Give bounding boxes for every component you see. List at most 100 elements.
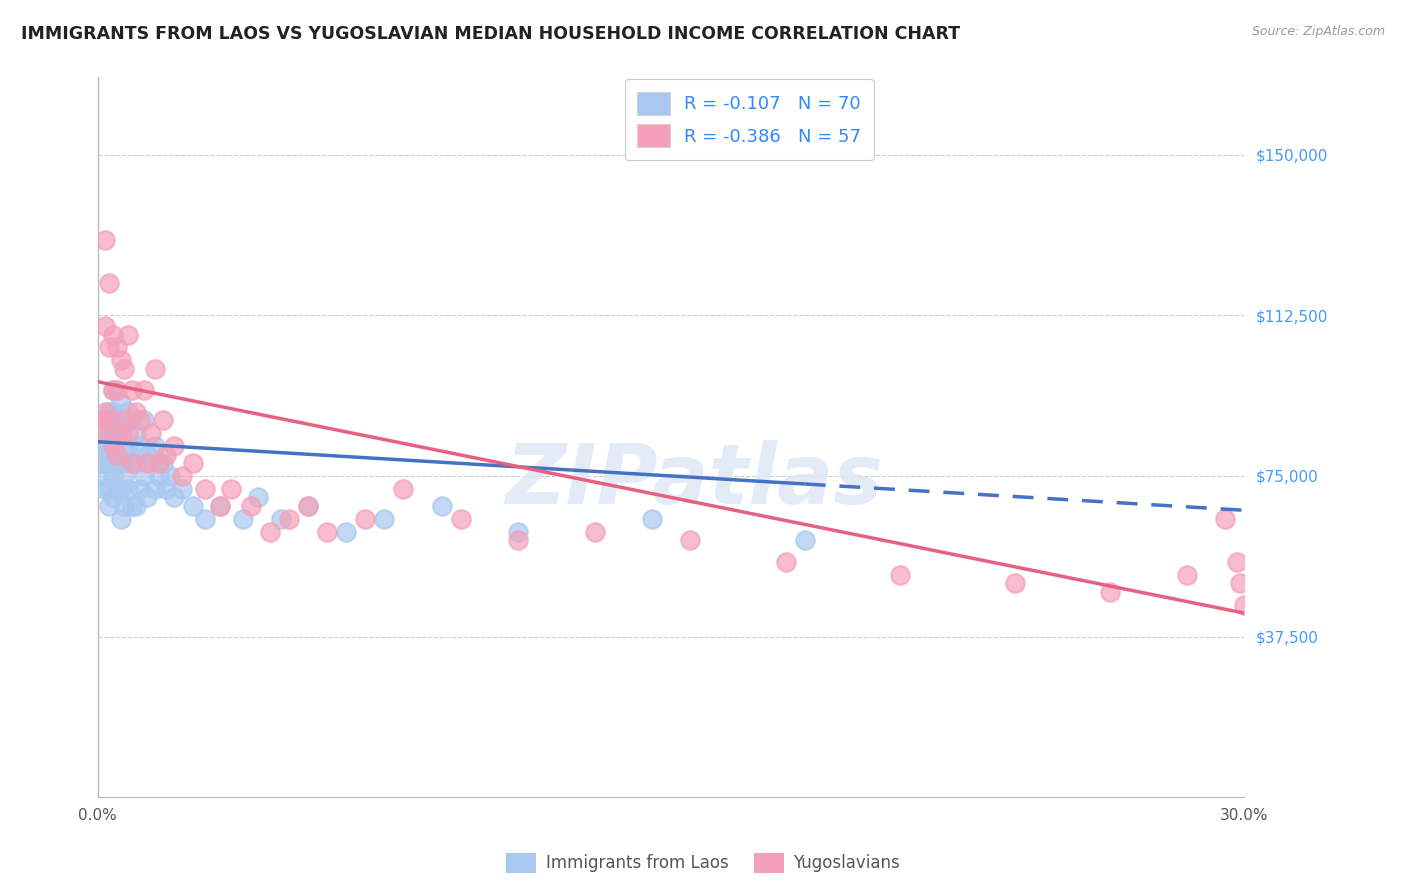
Point (793, 533, 815, 548)
Point (152, 413, 174, 427)
Legend: Immigrants from Laos, Yugoslavians: Immigrants from Laos, Yugoslavians (499, 847, 907, 880)
Point (125, 456, 148, 470)
Point (98, 276, 121, 290)
Point (112, 413, 135, 427)
Point (506, 533, 529, 548)
Point (101, 405, 124, 419)
Point (132, 413, 155, 427)
Point (117, 405, 139, 419)
Point (125, 405, 148, 419)
Point (94, 233, 117, 247)
Point (101, 384, 124, 398)
Point (163, 491, 186, 505)
Point (105, 456, 128, 470)
Point (1213, 512, 1236, 526)
Point (136, 456, 159, 470)
Point (170, 469, 193, 483)
Point (112, 361, 135, 376)
Point (117, 327, 139, 342)
Point (105, 482, 128, 496)
Point (121, 456, 143, 470)
Point (1004, 576, 1026, 591)
Point (181, 456, 204, 470)
Point (121, 499, 143, 513)
Point (101, 439, 124, 453)
Point (117, 426, 139, 441)
Point (121, 456, 143, 470)
Point (148, 456, 170, 470)
Point (101, 456, 124, 470)
Point (101, 426, 124, 441)
Point (679, 533, 702, 548)
Point (110, 353, 132, 368)
Point (208, 499, 231, 513)
Point (98, 439, 121, 453)
Point (98, 405, 121, 419)
Point (98, 456, 121, 470)
Point (90, 426, 112, 441)
Point (373, 512, 395, 526)
Point (94, 448, 117, 462)
Point (163, 439, 186, 453)
Text: IMMIGRANTS FROM LAOS VS YUGOSLAVIAN MEDIAN HOUSEHOLD INCOME CORRELATION CHART: IMMIGRANTS FROM LAOS VS YUGOSLAVIAN MEDI… (21, 25, 960, 43)
Point (128, 482, 150, 496)
Point (101, 469, 124, 483)
Point (889, 567, 911, 582)
Point (110, 396, 132, 410)
Point (239, 499, 262, 513)
Legend: R = -0.107   N = 70, R = -0.386   N = 57: R = -0.107 N = 70, R = -0.386 N = 57 (624, 79, 875, 160)
Point (194, 512, 217, 526)
Point (506, 524, 529, 539)
Point (101, 491, 124, 505)
Point (128, 413, 150, 427)
Point (152, 456, 174, 470)
Point (297, 499, 319, 513)
Point (94, 405, 117, 419)
Point (155, 482, 177, 496)
Point (136, 491, 159, 505)
Point (110, 426, 132, 441)
Point (143, 439, 166, 453)
Point (1175, 567, 1198, 582)
Point (132, 469, 155, 483)
Point (105, 448, 128, 462)
Point (148, 469, 170, 483)
Point (112, 499, 135, 513)
Point (98, 499, 121, 513)
Point (105, 413, 128, 427)
Point (1099, 584, 1122, 599)
Point (136, 448, 159, 462)
Point (121, 384, 143, 398)
Point (392, 482, 415, 496)
Point (141, 426, 163, 441)
Point (1233, 598, 1256, 612)
Point (232, 512, 254, 526)
Point (141, 456, 163, 470)
Text: Source: ZipAtlas.com: Source: ZipAtlas.com (1251, 25, 1385, 38)
Point (94, 482, 117, 496)
Point (117, 439, 139, 453)
Point (159, 469, 181, 483)
Point (98, 413, 121, 427)
Point (110, 512, 132, 526)
Point (450, 512, 472, 526)
Point (101, 384, 124, 398)
Text: ZIPatlas: ZIPatlas (505, 440, 883, 521)
Point (297, 499, 319, 513)
Point (94, 318, 117, 333)
Point (90, 456, 112, 470)
Point (121, 413, 143, 427)
Point (98, 340, 121, 354)
Point (110, 482, 132, 496)
Point (125, 426, 148, 441)
Point (112, 469, 135, 483)
Point (90, 413, 112, 427)
Point (247, 491, 270, 505)
Point (181, 499, 204, 513)
Point (110, 426, 132, 441)
Point (143, 482, 166, 496)
Point (101, 327, 124, 342)
Point (110, 456, 132, 470)
Point (641, 512, 664, 526)
Point (125, 499, 148, 513)
